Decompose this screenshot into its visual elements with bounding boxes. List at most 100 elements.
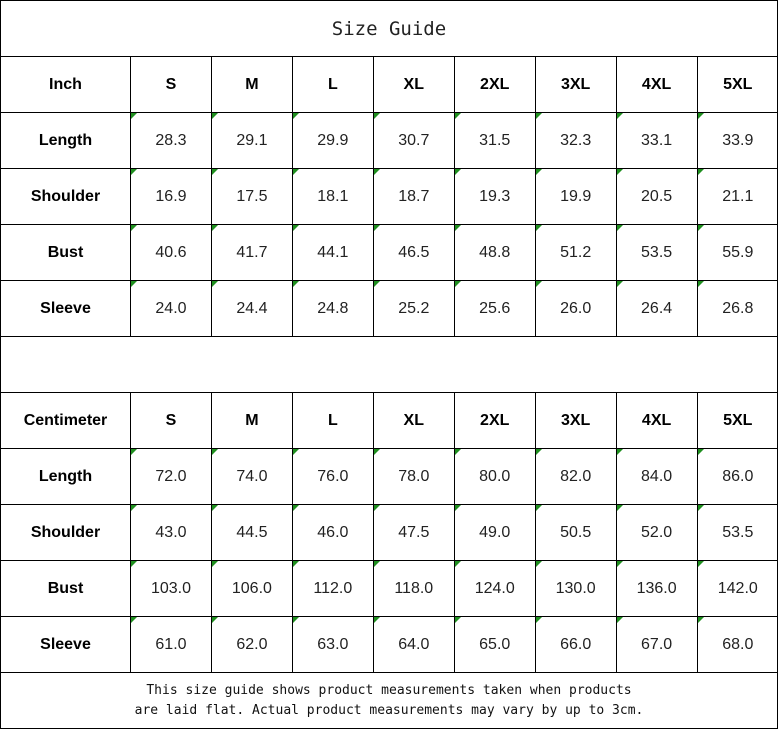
measurement-cell: 67.0 [615, 616, 698, 673]
row-label: Length [1, 448, 131, 505]
measurement-cell: 82.0 [534, 448, 617, 505]
measurement-cell: 53.5 [696, 504, 778, 561]
size-header: S [130, 393, 212, 449]
measurement-cell: 25.2 [372, 280, 455, 337]
measurement-cell: 66.0 [534, 616, 617, 673]
size-header: 4XL [615, 57, 698, 113]
row-label: Sleeve [1, 616, 131, 673]
measurement-cell: 26.8 [696, 280, 778, 337]
row-label: Shoulder [1, 504, 131, 561]
measurement-cell: 21.1 [696, 168, 778, 225]
size-header: 5XL [696, 57, 778, 113]
centimeter-table: Centimeter S M L XL 2XL 3XL 4XL 5XL Length 72.0 74.… [1, 393, 778, 673]
measurement-cell: 25.6 [453, 280, 536, 337]
measurement-cell: 84.0 [615, 448, 698, 505]
header-row: Inch S M L XL 2XL 3XL 4XL 5XL [1, 57, 778, 113]
measurement-cell: 51.2 [534, 224, 617, 281]
measurement-cell: 43.0 [130, 504, 212, 561]
measurement-cell: 19.3 [453, 168, 536, 225]
measurement-cell: 65.0 [453, 616, 536, 673]
measurement-cell: 40.6 [130, 224, 212, 281]
row-label: Bust [1, 560, 131, 617]
measurement-cell: 16.9 [130, 168, 212, 225]
measurement-cell: 20.5 [615, 168, 698, 225]
table-row: Bust 103.0 106.0 112.0 118.0 124.0 130.0 136.0 1… [1, 560, 778, 617]
measurement-cell: 118.0 [372, 560, 455, 617]
measurement-cell: 17.5 [210, 168, 293, 225]
measurement-cell: 76.0 [291, 448, 374, 505]
measurement-cell: 86.0 [696, 448, 778, 505]
size-header: S [130, 57, 212, 113]
measurement-cell: 18.7 [372, 168, 455, 225]
measurement-cell: 78.0 [372, 448, 455, 505]
measurement-cell: 112.0 [291, 560, 374, 617]
measurement-cell: 24.0 [130, 280, 212, 337]
measurement-cell: 124.0 [453, 560, 536, 617]
measurement-cell: 74.0 [210, 448, 293, 505]
spacer-row [1, 337, 777, 393]
unit-header: Inch [1, 57, 131, 113]
size-header: 3XL [534, 57, 617, 113]
measurement-cell: 49.0 [453, 504, 536, 561]
measurement-cell: 26.4 [615, 280, 698, 337]
table-row: Length 28.3 29.1 29.9 30.7 31.5 32.3 33.1 33.9 [1, 112, 778, 169]
size-guide-title: Size Guide [1, 1, 777, 57]
measurement-cell: 33.9 [696, 112, 778, 169]
measurement-cell: 52.0 [615, 504, 698, 561]
measurement-cell: 30.7 [372, 112, 455, 169]
measurement-cell: 47.5 [372, 504, 455, 561]
measurement-cell: 136.0 [615, 560, 698, 617]
measurement-cell: 31.5 [453, 112, 536, 169]
measurement-cell: 62.0 [210, 616, 293, 673]
measurement-cell: 41.7 [210, 224, 293, 281]
measurement-cell: 28.3 [130, 112, 212, 169]
measurement-cell: 130.0 [534, 560, 617, 617]
measurement-cell: 63.0 [291, 616, 374, 673]
measurement-cell: 53.5 [615, 224, 698, 281]
measurement-note: This size guide shows product measuremen… [1, 673, 777, 729]
measurement-cell: 50.5 [534, 504, 617, 561]
size-header: 3XL [534, 393, 617, 449]
measurement-cell: 72.0 [130, 448, 212, 505]
measurement-cell: 18.1 [291, 168, 374, 225]
measurement-cell: 29.9 [291, 112, 374, 169]
measurement-cell: 80.0 [453, 448, 536, 505]
measurement-cell: 46.0 [291, 504, 374, 561]
size-header: XL [372, 57, 455, 113]
note-line-1: This size guide shows product measuremen… [146, 683, 632, 698]
table-row: Shoulder 43.0 44.5 46.0 47.5 49.0 50.5 52.0 53.5 [1, 504, 778, 561]
size-header: L [291, 393, 374, 449]
measurement-cell: 29.1 [210, 112, 293, 169]
measurement-cell: 44.5 [210, 504, 293, 561]
measurement-cell: 24.4 [210, 280, 293, 337]
measurement-cell: 19.9 [534, 168, 617, 225]
measurement-cell: 24.8 [291, 280, 374, 337]
measurement-cell: 48.8 [453, 224, 536, 281]
measurement-cell: 68.0 [696, 616, 778, 673]
note-line-2: are laid flat. Actual product measuremen… [134, 703, 644, 718]
measurement-cell: 33.1 [615, 112, 698, 169]
measurement-cell: 26.0 [534, 280, 617, 337]
table-row: Sleeve 24.0 24.4 24.8 25.2 25.6 26.0 26.4 26.8 [1, 280, 778, 337]
measurement-cell: 32.3 [534, 112, 617, 169]
measurement-cell: 103.0 [130, 560, 212, 617]
size-header: M [210, 57, 293, 113]
size-header: L [291, 57, 374, 113]
unit-header: Centimeter [1, 393, 131, 449]
header-row: Centimeter S M L XL 2XL 3XL 4XL 5XL [1, 393, 778, 449]
measurement-cell: 55.9 [696, 224, 778, 281]
row-label: Shoulder [1, 168, 131, 225]
size-header: XL [372, 393, 455, 449]
measurement-cell: 64.0 [372, 616, 455, 673]
row-label: Length [1, 112, 131, 169]
table-row: Sleeve 61.0 62.0 63.0 64.0 65.0 66.0 67.0 68.0 [1, 616, 778, 673]
table-row: Length 72.0 74.0 76.0 78.0 80.0 82.0 84.0 86.0 [1, 448, 778, 505]
size-header: 5XL [696, 393, 778, 449]
measurement-cell: 61.0 [130, 616, 212, 673]
row-label: Bust [1, 224, 131, 281]
size-header: 2XL [453, 57, 536, 113]
measurement-cell: 142.0 [696, 560, 778, 617]
size-header: 2XL [453, 393, 536, 449]
inch-table: Inch S M L XL 2XL 3XL 4XL 5XL Length 28.3 29.1 29.9 3… [1, 57, 778, 337]
